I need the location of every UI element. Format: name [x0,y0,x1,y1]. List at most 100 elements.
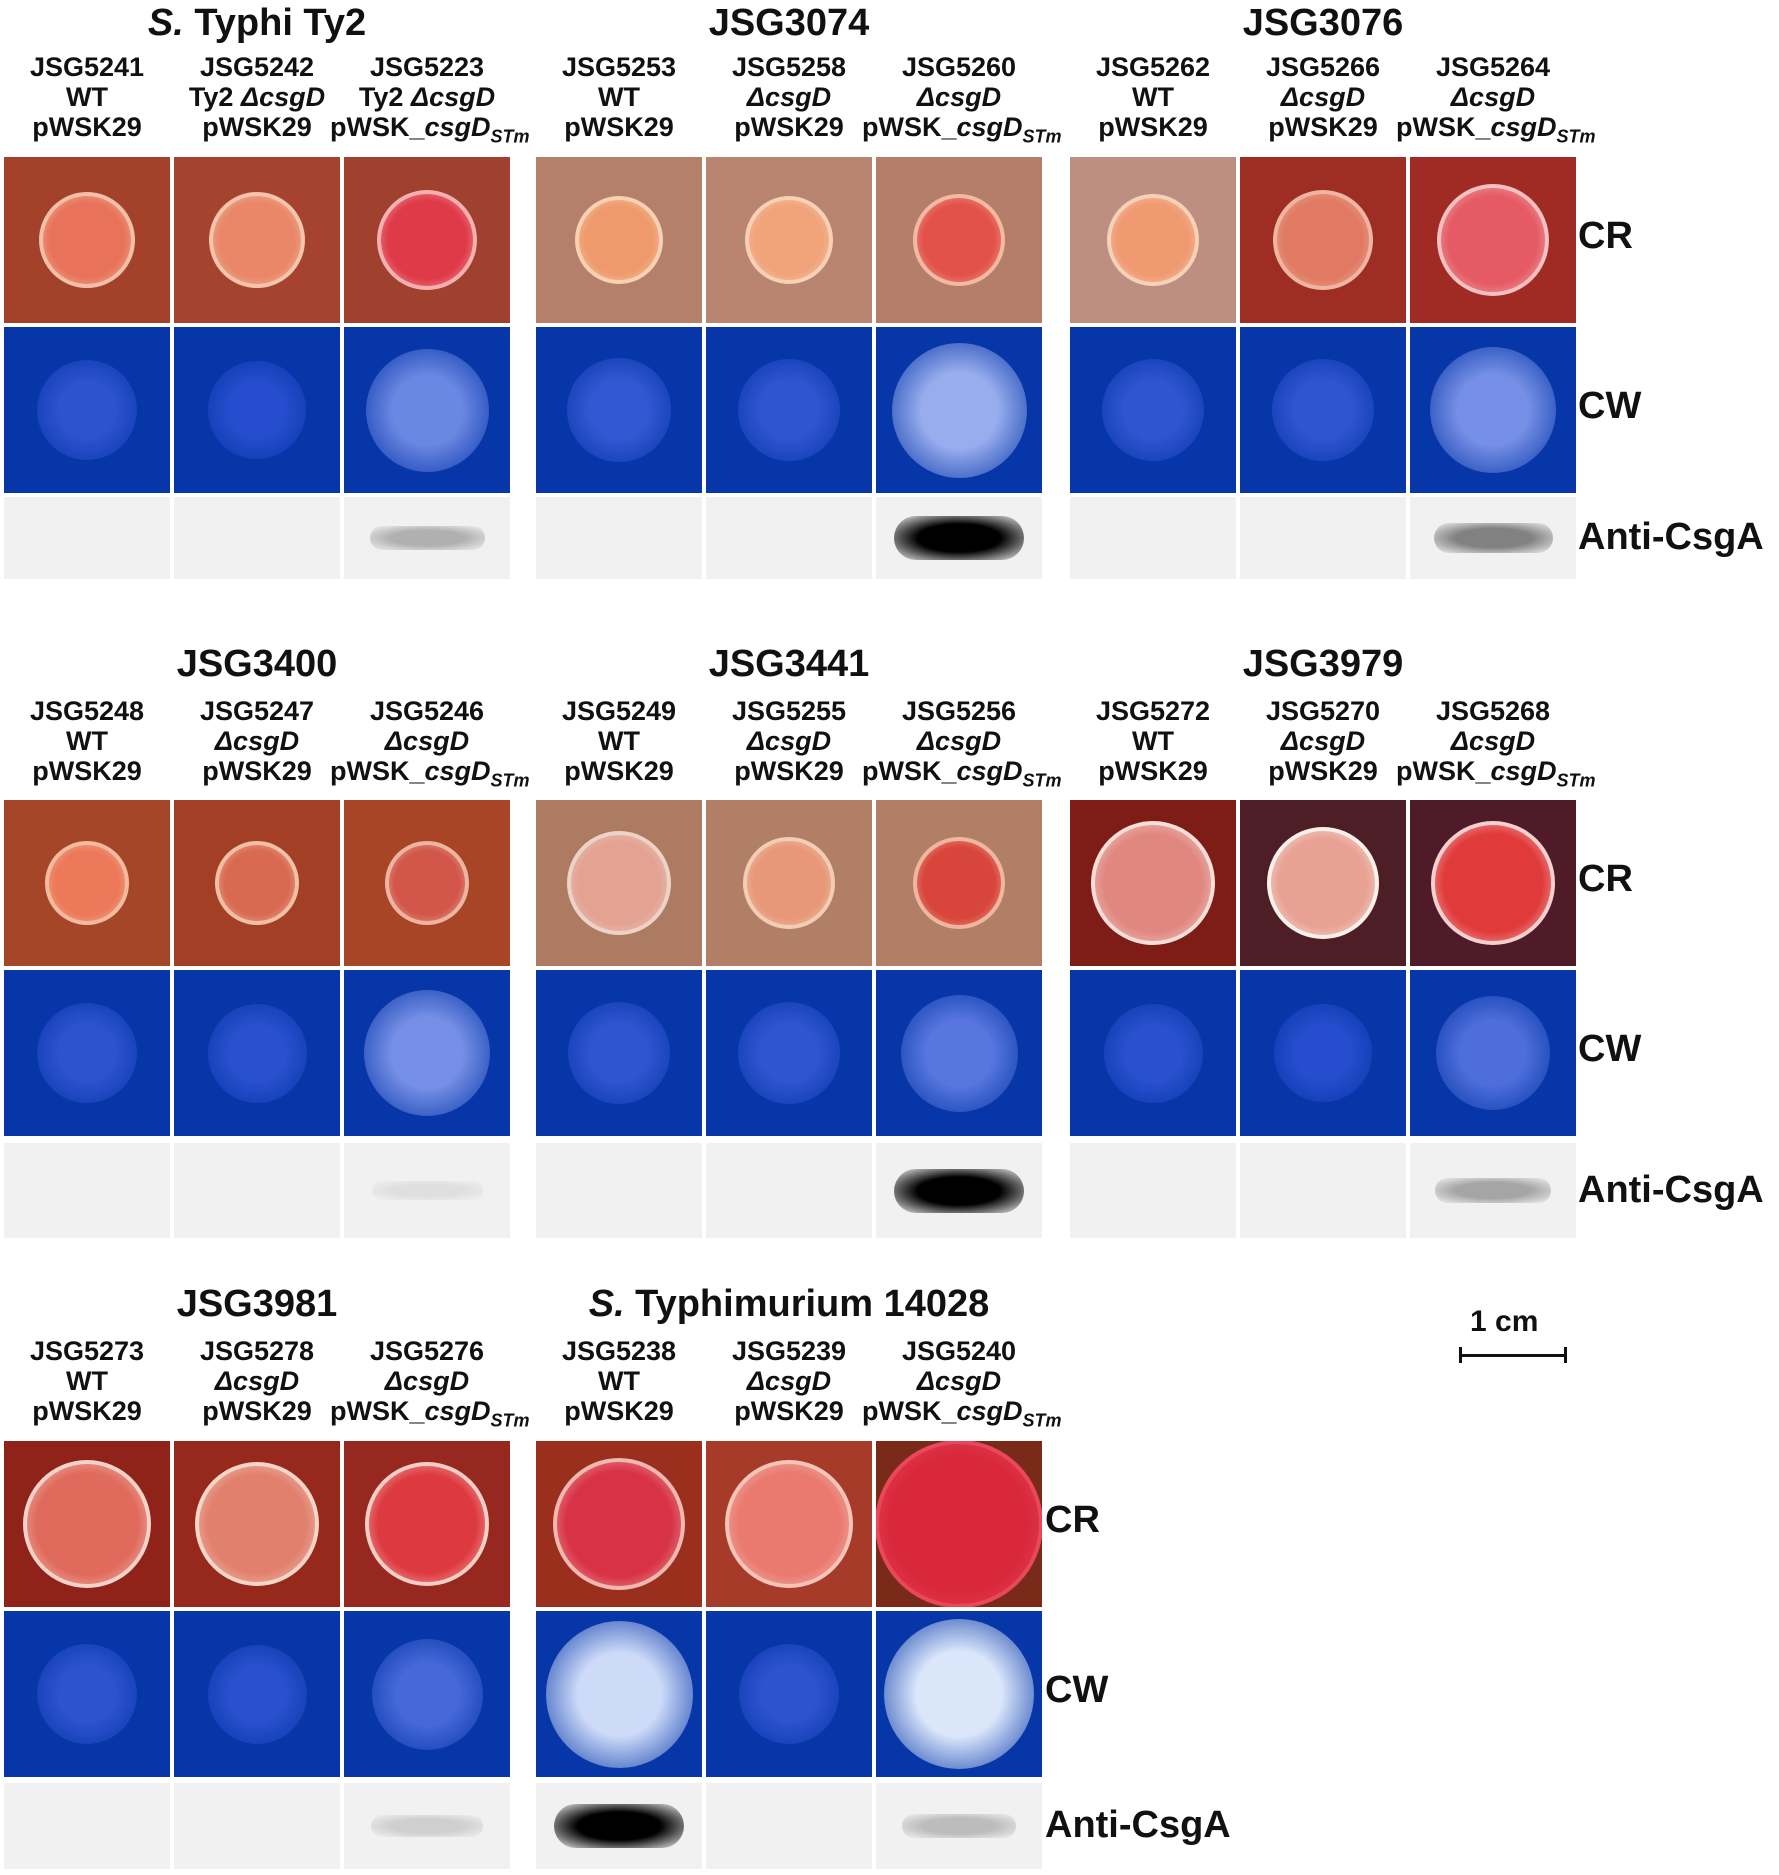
plasmid-name: pWSK_ [330,1396,425,1426]
colony [1277,194,1369,286]
fluorescence-spot [568,1002,670,1104]
panel-title: JSG3400 [4,643,510,687]
genotype-prefix: Ty2 [188,82,241,112]
plasmid-gene: csgD [1490,112,1557,142]
plasmid-subscript: STm [490,126,530,147]
strain-plasmid: pWSK29 [1226,112,1420,142]
fluorescence-spot [738,359,840,461]
plasmid-name: pWSK29 [202,756,312,786]
fluorescence-spot [738,1643,840,1745]
congo-red-plate [1240,800,1406,966]
panel-title: S. Typhi Ty2 [4,2,510,46]
strain-genotype: WT [522,82,716,112]
strain-label: JSG5253 WT pWSK29 [522,52,716,148]
congo-red-plate [344,800,510,966]
panel-title: JSG3441 [536,643,1042,687]
genotype-prefix: Ty2 [358,82,411,112]
colony [879,1444,1039,1604]
strain-id: JSG5255 [731,696,847,726]
csga-band [371,1180,483,1201]
colony [389,845,465,921]
genotype-deletion: ΔcsgD [1450,726,1536,756]
panel-title-text: Typhimurium 14028 [624,1283,990,1325]
strain-genotype: ΔcsgD [692,1366,886,1396]
strain-id: JSG5253 [561,52,677,82]
colony [219,845,295,921]
scale-bar-tick [1564,1347,1567,1363]
strain-genotype: ΔcsgD [330,1366,524,1396]
calcofluor-plate [174,327,340,493]
western-blot-lane [174,1143,340,1238]
strain-label: JSG5242 Ty2 ΔcsgD pWSK29 [160,52,354,148]
genotype-deletion: ΔcsgD [240,82,326,112]
western-blot-lane [876,1143,1042,1238]
strain-id: JSG5264 [1435,52,1551,82]
panel-title: JSG3076 [1070,2,1576,46]
strain-id: JSG5273 [29,1336,145,1366]
strain-plasmid: pWSK29 [1226,756,1420,786]
strain-id: JSG5256 [901,696,1017,726]
congo-red-plate [876,800,1042,966]
csga-band [554,1804,684,1848]
western-blot-lane [876,497,1042,579]
strain-label: JSG5262 WT pWSK29 [1056,52,1250,148]
row-label-cr: CR [1578,215,1633,257]
fluorescence-spot [36,359,138,461]
fluorescence-spot [36,1002,138,1104]
strain-genotype: ΔcsgD [1396,82,1590,112]
row-label-cw: CW [1578,385,1642,427]
congo-red-plate [1240,157,1406,323]
strain-label: JSG5255 ΔcsgD pWSK29 [692,696,886,792]
strain-id: JSG5238 [561,1336,677,1366]
fluorescence-spot [1102,359,1204,461]
plasmid-name: pWSK29 [1268,756,1378,786]
genotype-deletion: ΔcsgD [214,726,300,756]
calcofluor-plate [1240,327,1406,493]
strain-plasmid: pWSK_csgDSTm [862,112,1062,151]
genotype-prefix: WT [1132,726,1174,756]
strain-plasmid: pWSK29 [522,112,716,142]
strain-id: JSG5239 [731,1336,847,1366]
plasmid-subscript: STm [1022,126,1062,147]
row-label-cw: CW [1045,1669,1109,1711]
strain-genotype: ΔcsgD [1396,726,1590,756]
calcofluor-plate [344,970,510,1136]
fluorescence-spot [891,342,1027,478]
genotype-deletion: ΔcsgD [1450,82,1536,112]
strain-id: JSG5258 [731,52,847,82]
plasmid-gene: csgD [424,112,491,142]
calcofluor-plate [706,970,872,1136]
western-blot-lane [1070,497,1236,579]
congo-red-plate [706,157,872,323]
strain-id: JSG5272 [1095,696,1211,726]
plasmid-name: pWSK29 [32,112,142,142]
strain-genotype: WT [522,1366,716,1396]
calcofluor-plate [1410,327,1576,493]
fluorescence-spot [207,1003,307,1103]
strain-label: JSG5266 ΔcsgD pWSK29 [1226,52,1420,148]
strain-id: JSG5270 [1265,696,1381,726]
plasmid-name: pWSK29 [32,1396,142,1426]
row-label-wb: Anti-CsgA [1578,1168,1764,1211]
plasmid-name: pWSK_ [1396,112,1491,142]
fluorescence-spot [567,358,671,462]
csga-band [369,525,485,551]
plasmid-name: pWSK_ [862,1396,957,1426]
genotype-prefix: WT [66,726,108,756]
genotype-deletion: ΔcsgD [916,1366,1002,1396]
strain-id: JSG5248 [29,696,145,726]
panel-title-text: Typhi Ty2 [183,2,367,44]
strain-label: JSG5256 ΔcsgD pWSK_csgDSTm [862,696,1062,792]
strain-id: JSG5266 [1265,52,1381,82]
colony [747,841,831,925]
plasmid-name: pWSK_ [330,112,425,142]
strain-plasmid: pWSK_csgDSTm [330,112,530,151]
colony [917,198,1001,282]
genotype-deletion: ΔcsgD [410,82,496,112]
strain-plasmid: pWSK29 [1056,112,1250,142]
genotype-deletion: ΔcsgD [746,82,832,112]
fluorescence-spot [36,1643,138,1745]
congo-red-plate [1070,800,1236,966]
colony [571,835,667,931]
congo-red-plate [1410,157,1576,323]
